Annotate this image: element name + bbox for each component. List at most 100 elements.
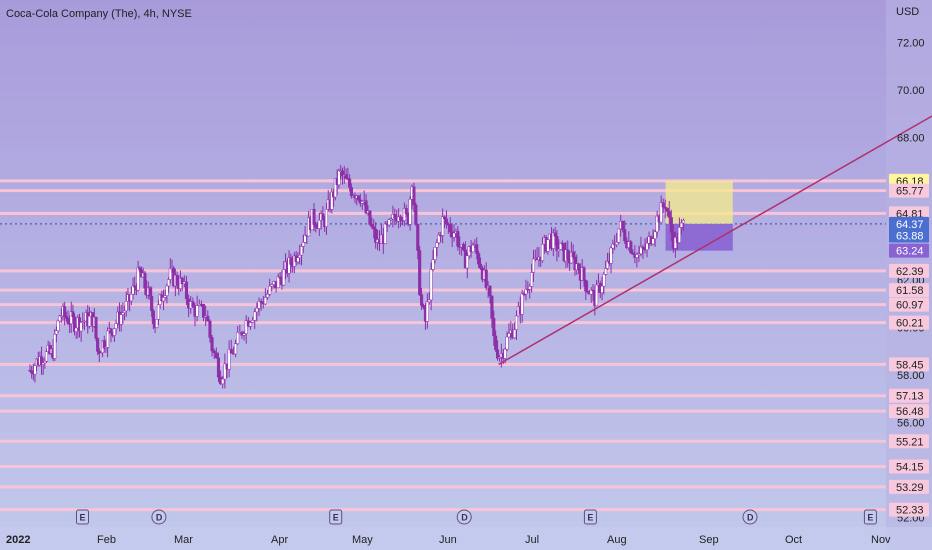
price-tag-bg-15 (889, 479, 929, 494)
price-tick-label-6: 68.00 (897, 133, 925, 145)
time-label-6: Jul (525, 534, 539, 546)
dividend-icon-5[interactable] (742, 509, 758, 525)
candle-body-159 (317, 220, 321, 229)
candle-body-286 (555, 236, 559, 252)
candle-body-343 (663, 206, 667, 209)
price-tag-bg-13 (889, 434, 929, 449)
price-tag-5: 63.24 (896, 246, 924, 258)
candle-body-255 (497, 356, 502, 359)
dividend-icon-1[interactable] (151, 509, 167, 525)
candle-body-73 (150, 295, 154, 312)
price-tag-1: 65.77 (896, 186, 924, 198)
candle-body-185 (364, 200, 368, 214)
candle-body-285 (553, 232, 557, 237)
candle-body-314 (605, 260, 610, 269)
candle-body-105 (210, 337, 214, 352)
time-axis-labels: 2022 Feb Mar Apr May Jun Jul Aug Sep Oct Nov (6, 534, 891, 546)
candle-body-133 (270, 284, 274, 287)
candle-body-226 (443, 216, 447, 220)
candle-body-296 (573, 256, 577, 271)
candle-body-334 (645, 243, 649, 251)
candle-body-222 (435, 242, 439, 248)
earnings-icon-2[interactable] (329, 509, 343, 525)
candle-body-271 (528, 286, 532, 290)
candle-body-66 (138, 267, 142, 271)
candle-body-143 (289, 257, 293, 265)
candle-body-270 (526, 288, 530, 291)
candle-body-1 (30, 370, 34, 374)
candle-body-52 (114, 323, 118, 329)
trendline[interactable] (498, 102, 932, 366)
candle-body-23 (66, 318, 70, 324)
candle-body-214 (420, 294, 424, 306)
time-label-8: Sep (699, 534, 719, 546)
candle-body-254 (496, 349, 500, 359)
candle-body-57 (123, 310, 127, 313)
earnings-icon-6[interactable] (863, 509, 877, 525)
price-tag-8: 60.97 (896, 300, 924, 312)
candle-body-163 (324, 209, 329, 227)
candle-body-124 (251, 320, 255, 323)
candle-body-298 (577, 263, 581, 270)
candle-body-213 (418, 250, 422, 296)
candle-body-157 (314, 224, 318, 228)
earnings-icon-0[interactable] (76, 509, 89, 525)
candle-body-77 (156, 304, 160, 320)
candle-body-58 (124, 300, 128, 312)
event-letter-1: D (156, 513, 163, 523)
candle-body-229 (448, 224, 452, 232)
candle-body-83 (167, 279, 171, 287)
candle-body-40 (94, 316, 98, 339)
candle-body-113 (227, 349, 231, 370)
event-letter-0: E (80, 513, 86, 523)
candle-body-101 (201, 304, 206, 318)
candle-body-319 (615, 242, 619, 245)
candle-body-21 (63, 306, 67, 317)
candle-body-221 (433, 247, 437, 260)
target-zone[interactable] (665, 180, 733, 224)
trendline-group (498, 102, 932, 366)
candle-body-104 (208, 320, 212, 338)
time-label-2: Mar (174, 534, 193, 546)
candle-body-223 (437, 234, 441, 244)
candle-body-91 (180, 277, 184, 284)
candle-body-55 (119, 314, 123, 325)
candle-body-238 (465, 255, 469, 269)
price-tag-bg-11 (889, 388, 929, 403)
candle-body-81 (163, 295, 167, 298)
candle-body-123 (248, 322, 253, 327)
candle-body-174 (344, 174, 348, 179)
candle-body-130 (263, 297, 267, 305)
price-tag-14: 54.15 (896, 461, 924, 473)
event-letter-4: E (587, 513, 593, 523)
time-label-10: Nov (871, 534, 891, 546)
candle-body-220 (431, 259, 435, 270)
candle-body-132 (268, 285, 272, 295)
candle-body-218 (427, 299, 431, 303)
candle-body-41 (96, 337, 100, 352)
candle-body-45 (102, 340, 106, 349)
candle-body-189 (372, 226, 376, 230)
candle-body-260 (507, 333, 511, 338)
earnings-icon-4[interactable] (583, 509, 597, 525)
price-tick-label-1: 56.00 (897, 418, 925, 430)
candle-body-65 (136, 267, 140, 291)
price-tag-4: 63.88 (896, 230, 924, 242)
candle-body-210 (412, 186, 416, 206)
candle-body-350 (677, 227, 681, 243)
candle-body-61 (129, 293, 133, 302)
candle-body-8 (41, 362, 45, 365)
dividend-icon-3[interactable] (456, 509, 472, 525)
candle-body-337 (651, 238, 655, 245)
candle-body-17 (56, 320, 60, 332)
candle-body-245 (478, 263, 483, 269)
candle-body-76 (155, 319, 159, 328)
candle-body-190 (374, 228, 378, 243)
candle-body-329 (635, 254, 639, 258)
candle-body-203 (398, 216, 403, 221)
candle-body-330 (637, 253, 641, 255)
